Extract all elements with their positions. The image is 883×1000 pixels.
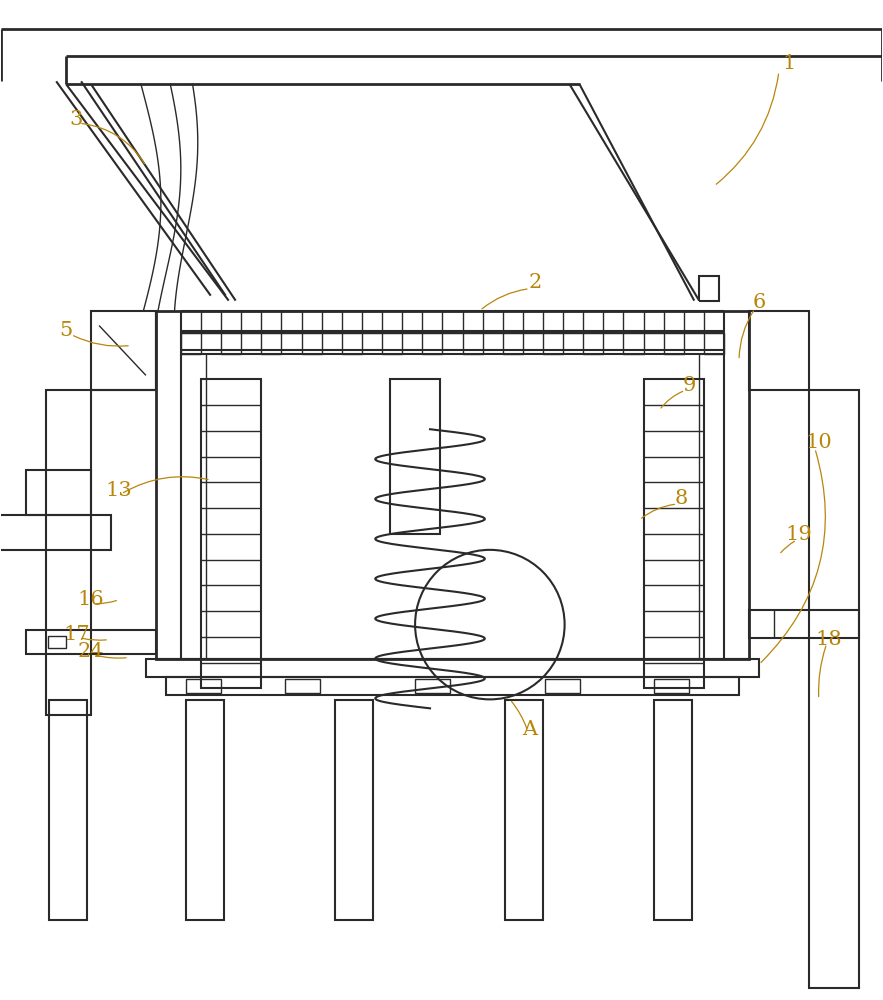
Bar [156, 311, 749, 659]
Bar [282, 311, 302, 333]
Text: 3: 3 [70, 110, 83, 129]
Bar [543, 333, 563, 354]
Bar [46, 390, 91, 715]
Bar [645, 379, 704, 688]
Bar [26, 470, 91, 515]
Text: 17: 17 [64, 625, 90, 644]
Text: 2: 2 [528, 273, 541, 292]
Bar [644, 311, 664, 333]
Bar [261, 333, 282, 354]
Bar [654, 700, 692, 920]
Bar [362, 311, 382, 333]
Bar [654, 679, 690, 693]
Bar [483, 311, 502, 333]
Text: 19: 19 [786, 525, 812, 544]
Text: 5: 5 [59, 321, 72, 340]
Text: 10: 10 [805, 433, 832, 452]
Bar [442, 311, 463, 333]
Text: 18: 18 [816, 630, 842, 649]
Text: 8: 8 [675, 489, 688, 508]
Bar [704, 333, 724, 354]
Bar [146, 659, 759, 677]
Bar [809, 390, 858, 988]
Bar [683, 311, 704, 333]
Bar [563, 311, 584, 333]
Bar [415, 679, 450, 693]
Bar [336, 700, 374, 920]
Bar [181, 333, 201, 354]
Bar [200, 379, 260, 688]
Bar [664, 333, 683, 354]
Bar [321, 311, 342, 333]
Bar [91, 311, 156, 390]
Bar [342, 333, 362, 354]
Text: 13: 13 [106, 481, 132, 500]
Text: 16: 16 [78, 590, 104, 609]
Bar [545, 679, 579, 693]
Bar [603, 311, 623, 333]
Bar [422, 333, 442, 354]
Bar [749, 311, 809, 390]
Bar [241, 311, 261, 333]
Text: 9: 9 [683, 376, 696, 395]
Bar [390, 379, 440, 534]
Bar [285, 679, 321, 693]
Bar [749, 610, 858, 638]
Bar [505, 700, 543, 920]
Bar [185, 700, 223, 920]
Bar [49, 636, 66, 648]
Text: 24: 24 [78, 642, 104, 661]
Bar [185, 679, 221, 693]
Bar [382, 333, 402, 354]
Bar [502, 333, 523, 354]
Bar [0, 515, 111, 550]
Text: 6: 6 [752, 293, 766, 312]
Bar [26, 630, 156, 654]
Bar [201, 311, 221, 333]
Bar [302, 333, 321, 354]
Bar [584, 333, 603, 354]
Bar [463, 333, 483, 354]
Bar [49, 700, 87, 920]
Bar [402, 311, 422, 333]
Bar [166, 677, 739, 695]
Bar [523, 311, 543, 333]
Text: A: A [522, 720, 537, 739]
Text: 1: 1 [782, 54, 796, 73]
Bar [221, 333, 241, 354]
Bar [623, 333, 644, 354]
